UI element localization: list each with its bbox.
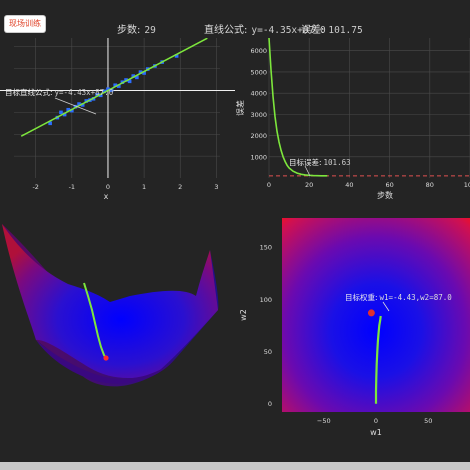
heatmap-x-tick: 0 (374, 417, 378, 425)
target-weight-marker (367, 309, 375, 317)
scatter-annotation-label: 目标直线公式: (5, 87, 53, 97)
descent-path-3d (83, 282, 107, 359)
loss-x-label: 步数 (377, 190, 393, 200)
steps-value: 29 (144, 25, 156, 36)
loss-y-tick: 6000 (250, 47, 267, 55)
scatter-x-label: x (104, 192, 109, 201)
scatter-point (106, 87, 110, 91)
heatmap-annotation-label: 目标权重: (345, 292, 378, 302)
loss-x-tick: 40 (345, 181, 353, 189)
scatter-point (77, 102, 81, 106)
fit-line (20, 38, 208, 137)
scatter-point (95, 93, 99, 97)
heatmap-y-label: w2 (239, 309, 248, 321)
formula-value: y=-4.35x+87.0 (251, 25, 326, 36)
descent-current-point (103, 355, 109, 361)
loss-curve (268, 38, 328, 177)
formula-stat: 直线公式: y=-4.35x+87.0 (204, 21, 326, 36)
horizontal-scrollbar[interactable] (0, 462, 470, 470)
scatter-point (59, 110, 63, 115)
scatter-x-tick: 2 (178, 183, 182, 191)
loss-x-tick: 100 (464, 181, 470, 189)
heatmap-x-ticks: −50 0 50 (317, 417, 432, 425)
scatter-point (117, 84, 121, 88)
loss-y-ticks: 1000 2000 3000 4000 5000 6000 (250, 47, 267, 161)
scatter-point (124, 78, 128, 82)
error-label: 误差: (301, 25, 325, 36)
steps-stat: 步数: 29 (117, 21, 156, 36)
loss-x-tick: 20 (305, 181, 313, 189)
loss-annotation-label: 目标误差: (289, 157, 322, 167)
loss-y-tick: 4000 (250, 90, 267, 98)
loss-y-tick: 5000 (250, 68, 267, 76)
scatter-point (174, 54, 179, 58)
scatter-point (102, 89, 107, 94)
steps-label: 步数: (117, 25, 141, 36)
heatmap-x-tick: −50 (317, 417, 331, 425)
scatter-x-tick: -1 (69, 183, 75, 191)
scatter-axes (0, 38, 235, 178)
scatter-point (135, 75, 139, 80)
heatmap-y-tick: 50 (264, 348, 272, 356)
scatter-x-ticks: -2 -1 0 1 2 3 (32, 183, 218, 191)
heatmap-y-ticks: 0 50 100 150 (260, 244, 272, 408)
loss-annotation: 目标误差: 101.63 (289, 157, 351, 167)
scatter-annotation-value: y=-4.43x+87.0 (55, 88, 114, 97)
loss-curve-chart: 1000 2000 3000 4000 5000 6000 0 20 40 60 80 100 步数… (235, 38, 470, 200)
heatmap-annotation-value: w1=-4.43,w2=87.0 (380, 293, 453, 302)
scatter-annotation: 目标直线公式: y=-4.43x+87.0 (5, 87, 114, 97)
loss-annotation-arrow (304, 165, 311, 177)
loss-x-ticks: 0 20 40 60 80 100 (267, 181, 470, 189)
descent-path (374, 315, 382, 404)
loss-annotation-value: 101.63 (324, 158, 351, 167)
scatter-point (70, 108, 74, 113)
heatmap-annotation-arrow (382, 301, 390, 312)
regression-scatter-chart: -2 -1 0 1 2 3 x 目标直线公式: y=-4.43x+87.0 (0, 38, 235, 201)
loss-y-label: 误差 (235, 100, 245, 116)
heatmap-annotation: 目标权重: w1=-4.43,w2=87.0 (345, 292, 452, 302)
scatter-x-tick: 1 (142, 183, 146, 191)
scatter-point (113, 83, 117, 88)
scatter-point (109, 88, 114, 92)
error-value: 101.75 (328, 25, 363, 36)
scatter-point (62, 112, 67, 117)
loss-grid (268, 38, 470, 178)
scatter-point (127, 79, 132, 84)
surface-front-lip (36, 340, 176, 384)
heatmap-x-label: w1 (370, 428, 382, 437)
scatter-point (84, 99, 89, 103)
scatter-point (131, 74, 136, 78)
train-button[interactable]: 现场训练 (5, 16, 45, 32)
loss-x-tick: 60 (385, 181, 393, 189)
surface-main (2, 224, 218, 379)
scatter-x-tick: 0 (106, 183, 110, 191)
heatmap-y-tick: 100 (260, 296, 272, 304)
scatter-grid (14, 38, 220, 178)
heatmap-y-tick: 0 (268, 400, 272, 408)
scatter-point (142, 71, 146, 75)
weight-heatmap-chart: −50 0 50 0 50 100 150 w1 w2 目标权重: w1=-4.43,w2=… (239, 218, 470, 437)
scatter-x-tick: 3 (214, 183, 218, 191)
scatter-x-tick: -2 (32, 183, 38, 191)
scatter-point (80, 103, 85, 107)
scatter-point (66, 107, 71, 112)
scatter-point (138, 70, 143, 74)
loss-y-tick: 1000 (250, 153, 267, 161)
heatmap-x-tick: 50 (424, 417, 432, 425)
loss-surface-3d (2, 224, 219, 387)
heatmap-y-tick: 150 (260, 244, 272, 252)
formula-label: 直线公式: (204, 25, 248, 36)
error-stat: 误差: 101.75 (301, 21, 363, 36)
scatter-point (73, 104, 78, 109)
scatter-point (48, 121, 52, 126)
scatter-point (98, 93, 103, 98)
loss-x-tick: 0 (267, 181, 271, 189)
loss-y-tick: 3000 (250, 111, 267, 119)
loss-x-tick: 80 (426, 181, 434, 189)
loss-y-tick: 2000 (250, 132, 267, 140)
scatter-annotation-arrow (54, 97, 97, 115)
